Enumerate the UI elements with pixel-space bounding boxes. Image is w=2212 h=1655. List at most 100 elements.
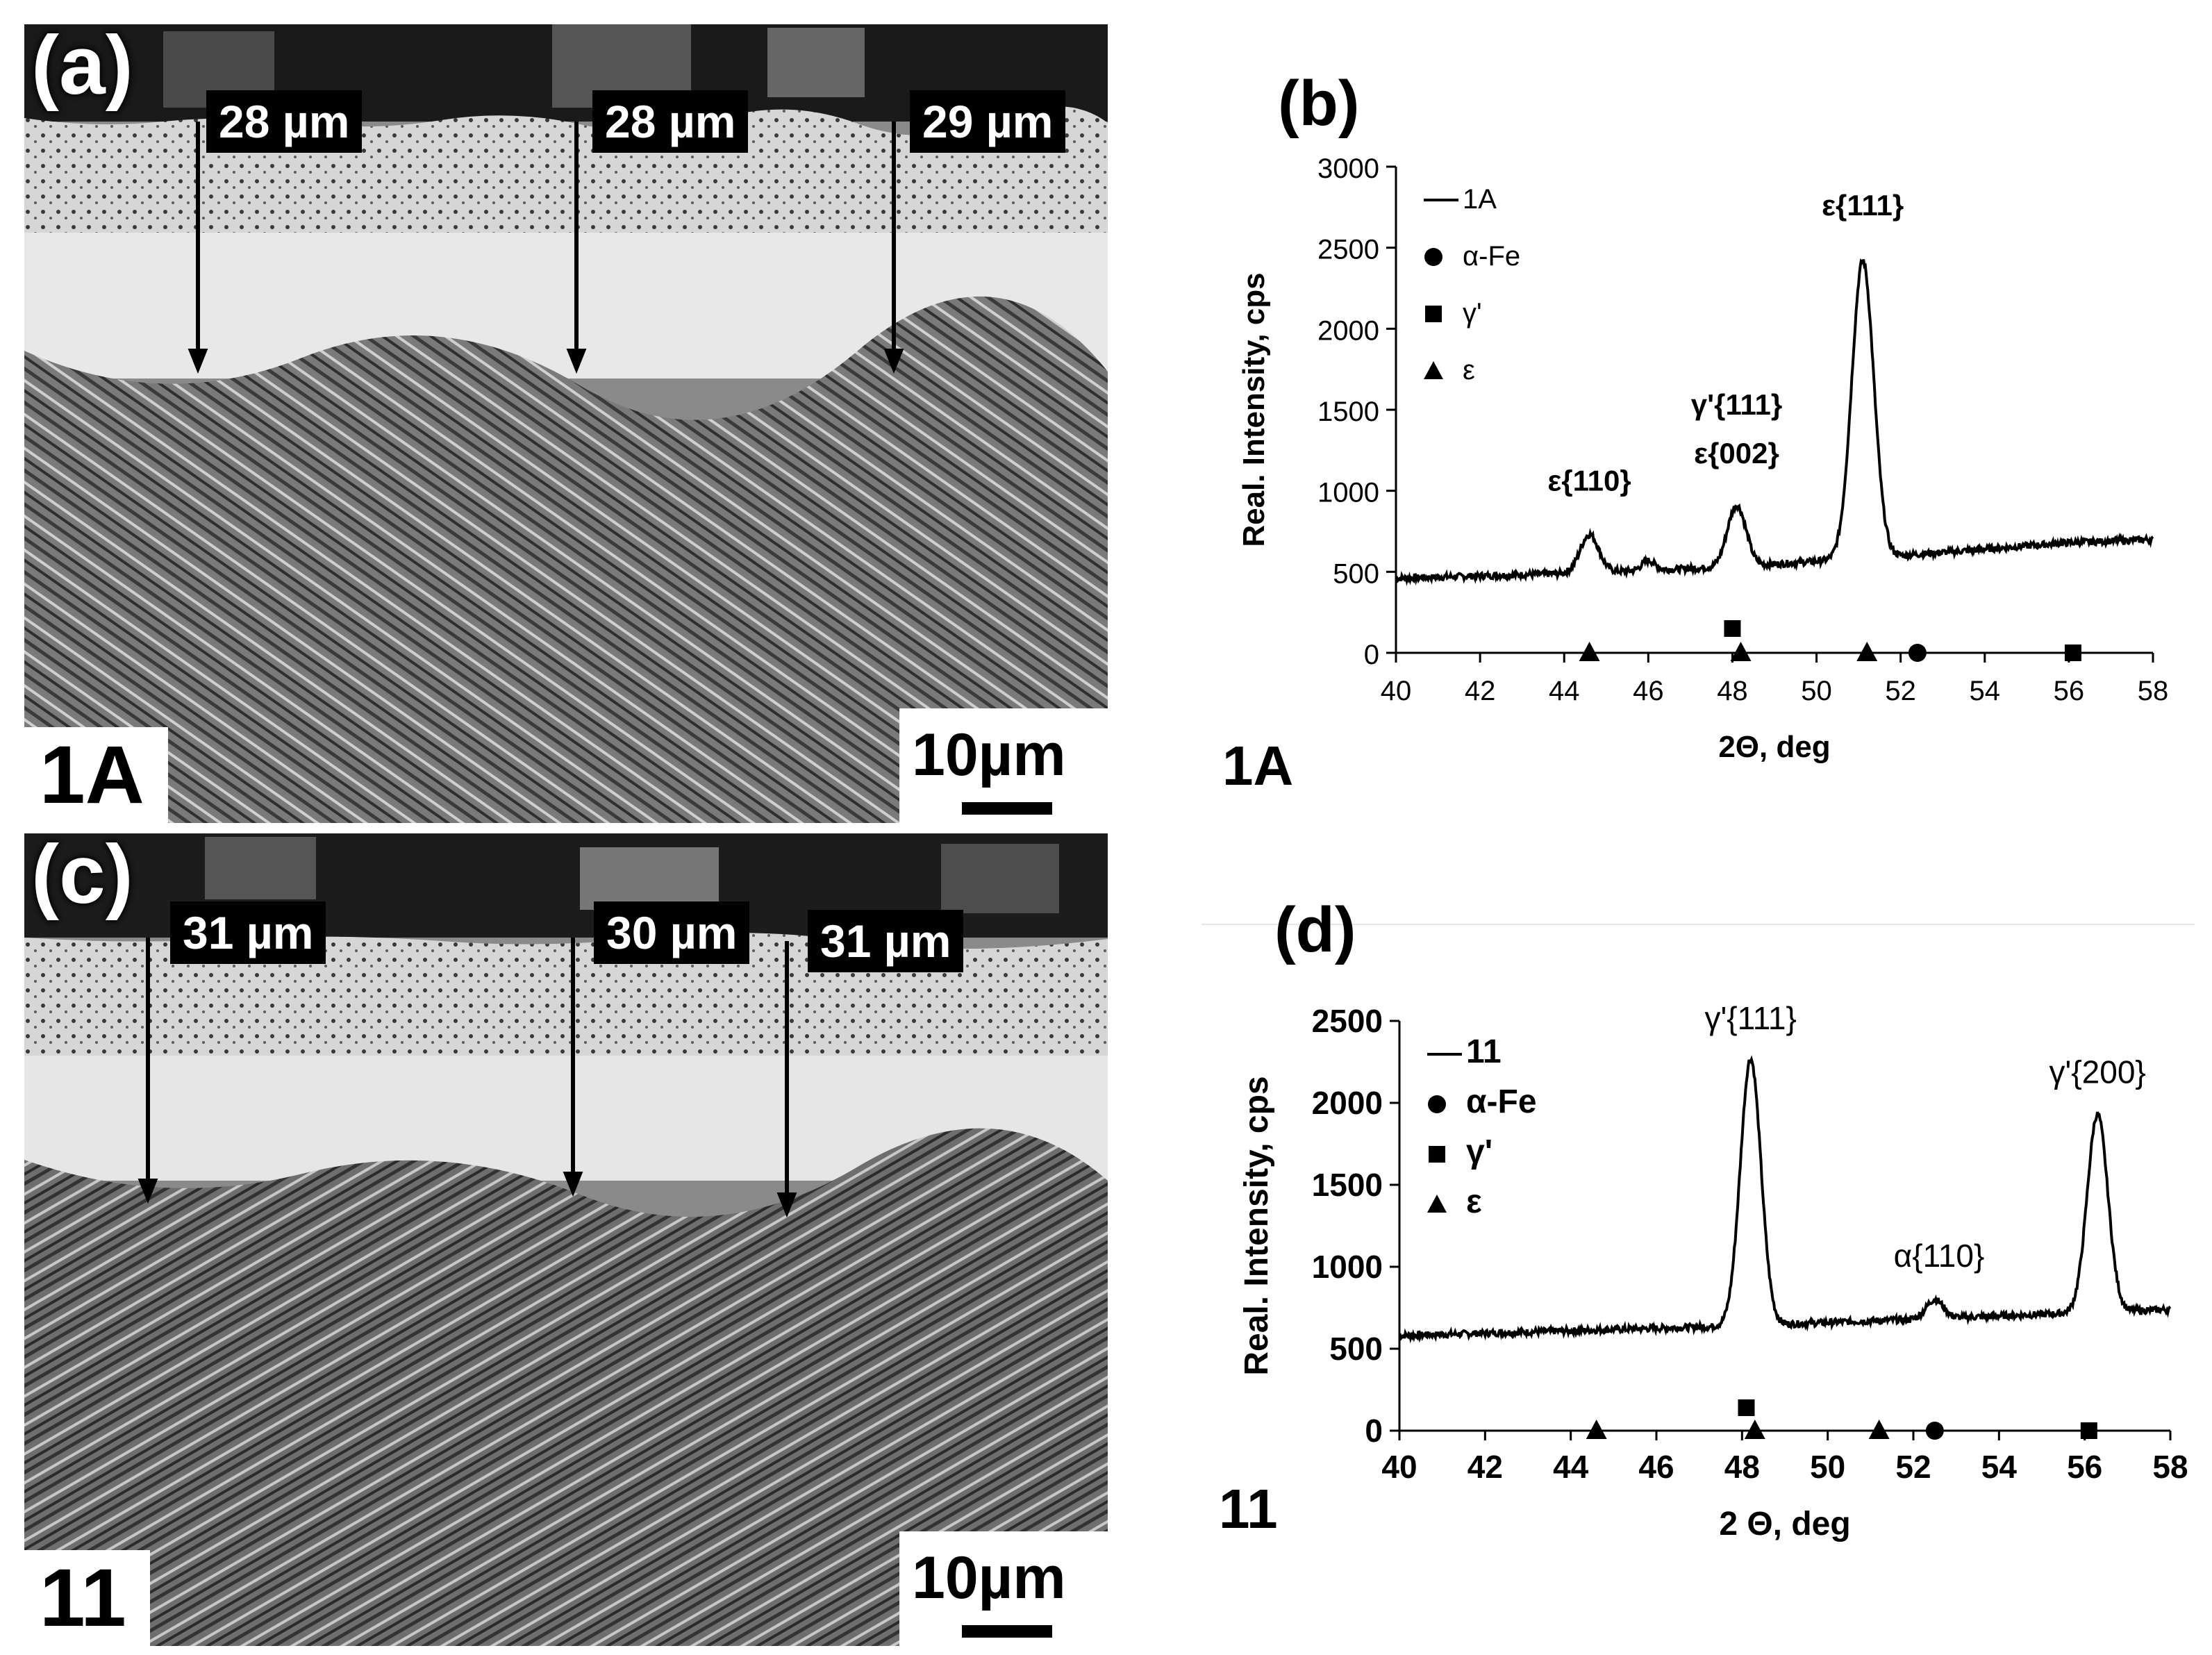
y-tick-label: 1000 bbox=[1312, 1249, 1383, 1285]
micrograph-c-texture bbox=[24, 833, 1108, 1646]
y-tick-label: 1500 bbox=[1317, 397, 1379, 427]
y-tick-label: 3000 bbox=[1317, 153, 1379, 184]
chart-panel-label: (d) bbox=[1274, 903, 1356, 965]
y-tick-label: 1500 bbox=[1312, 1167, 1383, 1203]
legend-entry-gamma-prime: γ' bbox=[1463, 298, 1482, 328]
x-tick-label: 56 bbox=[2054, 676, 2085, 706]
scale-bar-line-a bbox=[962, 802, 1052, 815]
chart-panel-label: (b) bbox=[1278, 68, 1359, 139]
xrd-chart-b: (b) 40 42 44 46 48 50 52 54 56 58 0 500 1000 1500 2000 2… bbox=[1181, 63, 2209, 826]
x-tick-label: 50 bbox=[1801, 676, 1832, 706]
x-axis-label: 2 Θ, deg bbox=[1719, 1506, 1850, 1542]
peak-annotation: α{110} bbox=[1894, 1238, 1985, 1274]
scale-bar-c: 10µm bbox=[899, 1531, 1108, 1646]
x-tick-label: 42 bbox=[1467, 1449, 1503, 1485]
x-axis-label: 2Θ, deg bbox=[1718, 730, 1830, 764]
x-tick-label: 48 bbox=[1717, 676, 1748, 706]
peak-annotation: ε{002} bbox=[1694, 437, 1779, 469]
epsilon-marker bbox=[1868, 1420, 1890, 1439]
alpha-fe-marker bbox=[1925, 1422, 1944, 1440]
thickness-label-c3: 31 µm bbox=[808, 910, 964, 972]
epsilon-marker bbox=[1586, 1420, 1607, 1439]
thickness-label-c1: 31 µm bbox=[170, 901, 326, 964]
gamma-prime-marker bbox=[1738, 1399, 1755, 1416]
x-tick-label: 44 bbox=[1549, 676, 1580, 706]
peak-annotation: ε{111} bbox=[1822, 189, 1904, 222]
micrograph-c: (c) 31 µm 30 µm 31 µm 11 10µm bbox=[24, 833, 1108, 1646]
x-tick-label: 54 bbox=[1981, 1449, 2018, 1485]
y-tick-label: 2000 bbox=[1312, 1085, 1383, 1121]
y-tick-label: 2500 bbox=[1312, 1003, 1383, 1039]
thickness-label-a1: 28 µm bbox=[206, 90, 363, 153]
legend-entry-epsilon: ε bbox=[1466, 1183, 1482, 1220]
x-tick-label: 40 bbox=[1381, 676, 1412, 706]
sample-id-a: 1A bbox=[24, 727, 168, 823]
chart-sample-label: 1A bbox=[1222, 735, 1293, 797]
scale-bar-label-c: 10µm bbox=[912, 1545, 1066, 1611]
x-tick-label: 50 bbox=[1810, 1449, 1845, 1485]
legend-entry-gamma-prime: γ' bbox=[1466, 1133, 1492, 1170]
xrd-chart-d-svg: (d) 40 42 44 46 48 50 52 54 56 58 0 500 1000 1500 2000 2… bbox=[1219, 903, 2188, 1542]
xrd-chart-b-svg: (b) 40 42 44 46 48 50 52 54 56 58 0 500 1000 1500 2000 2… bbox=[1222, 68, 2169, 797]
legend-entry-alpha-fe: α-Fe bbox=[1466, 1083, 1537, 1120]
divider-line bbox=[1201, 924, 2195, 925]
y-tick-label: 0 bbox=[1364, 640, 1379, 670]
legend-entry-series: 11 bbox=[1466, 1033, 1502, 1070]
x-tick-label: 48 bbox=[1724, 1449, 1760, 1485]
y-tick-label: 2000 bbox=[1317, 315, 1379, 346]
series-line bbox=[1398, 1055, 2172, 1344]
scale-bar-line-c bbox=[962, 1625, 1052, 1638]
legend-gamma-prime-symbol bbox=[1425, 306, 1442, 322]
micrograph-a: (a) 28 µm 28 µm 29 µm 1A 10µm bbox=[24, 24, 1108, 823]
peak-annotation: γ'{200} bbox=[2049, 1054, 2146, 1090]
xrd-chart-d: (d) 40 42 44 46 48 50 52 54 56 58 0 500 1000 1500 2000 2… bbox=[1181, 903, 2209, 1632]
x-tick-label: 46 bbox=[1633, 676, 1664, 706]
epsilon-marker bbox=[1579, 642, 1600, 661]
y-tick-label: 1000 bbox=[1317, 478, 1379, 508]
x-tick-label: 58 bbox=[2152, 1449, 2188, 1485]
peak-annotation: γ'{111} bbox=[1691, 388, 1782, 421]
gamma-prime-marker bbox=[2080, 1422, 2097, 1439]
scale-bar-label-a: 10µm bbox=[912, 722, 1066, 788]
peak-annotation: γ'{111} bbox=[1704, 1000, 1796, 1036]
legend-epsilon-symbol bbox=[1424, 361, 1443, 379]
epsilon-marker bbox=[1730, 642, 1752, 661]
x-tick-label: 46 bbox=[1638, 1449, 1674, 1485]
thickness-label-c2: 30 µm bbox=[594, 901, 750, 964]
y-tick-label: 500 bbox=[1329, 1331, 1383, 1367]
thickness-arrows-c bbox=[138, 938, 797, 1218]
y-tick-label: 0 bbox=[1365, 1413, 1383, 1449]
gamma-prime-marker bbox=[1724, 620, 1741, 637]
legend-epsilon-symbol bbox=[1427, 1195, 1447, 1213]
panel-label-a: (a) bbox=[31, 24, 133, 112]
x-tick-label: 42 bbox=[1465, 676, 1496, 706]
y-tick-label: 2500 bbox=[1317, 235, 1379, 265]
thickness-arrows-a bbox=[188, 122, 904, 374]
panel-label-c: (c) bbox=[31, 833, 133, 921]
legend-entry-series: 1A bbox=[1463, 184, 1497, 215]
x-tick-label: 44 bbox=[1553, 1449, 1589, 1485]
x-tick-label: 56 bbox=[2067, 1449, 2102, 1485]
x-tick-label: 54 bbox=[1970, 676, 2001, 706]
peak-annotation: ε{110} bbox=[1547, 465, 1631, 497]
thickness-label-a2: 28 µm bbox=[592, 90, 749, 153]
legend-gamma-prime-symbol bbox=[1429, 1146, 1445, 1163]
sample-id-c: 11 bbox=[24, 1550, 150, 1646]
gamma-prime-marker bbox=[2064, 644, 2081, 661]
x-tick-label: 52 bbox=[1895, 1449, 1931, 1485]
legend-entry-alpha-fe: α-Fe bbox=[1463, 241, 1520, 272]
legend-alpha-fe-symbol bbox=[1428, 1095, 1446, 1113]
y-axis-label: Real. Intensity, cps bbox=[1238, 1076, 1275, 1375]
y-axis-label: Real. Intensity, cps bbox=[1237, 272, 1271, 547]
scale-bar-a: 10µm bbox=[899, 708, 1108, 823]
epsilon-marker bbox=[1744, 1420, 1765, 1439]
legend-alpha-fe-symbol bbox=[1424, 248, 1442, 266]
legend-entry-epsilon: ε bbox=[1463, 355, 1475, 385]
x-tick-label: 58 bbox=[2138, 676, 2169, 706]
x-tick-label: 40 bbox=[1381, 1449, 1417, 1485]
alpha-fe-marker bbox=[1908, 644, 1927, 662]
epsilon-marker bbox=[1856, 642, 1878, 661]
series-line bbox=[1395, 258, 2154, 586]
thickness-label-a3: 29 µm bbox=[910, 90, 1066, 153]
y-tick-label: 500 bbox=[1333, 558, 1379, 589]
